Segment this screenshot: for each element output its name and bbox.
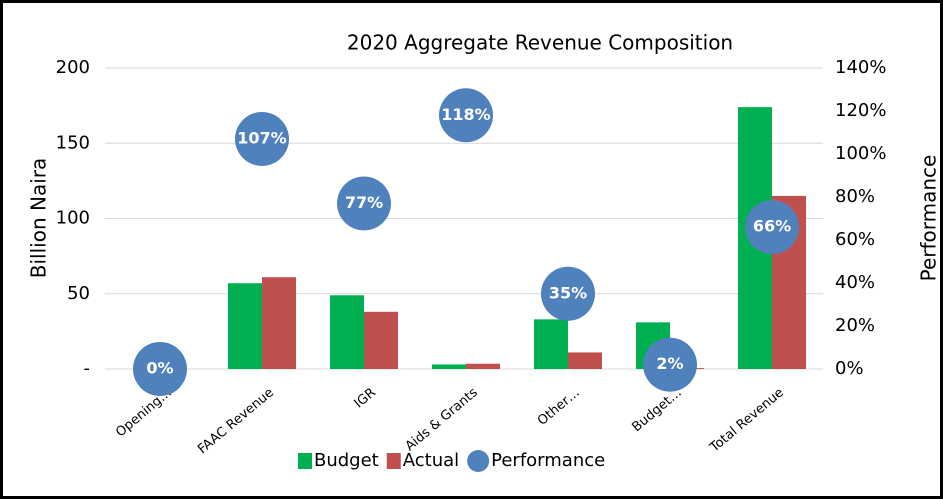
bar xyxy=(466,363,500,369)
bubble-label: 0% xyxy=(146,359,173,378)
bubble xyxy=(439,88,493,143)
legend-swatch xyxy=(386,453,401,469)
bubble xyxy=(745,200,799,255)
chart-title: 2020 Aggregate Revenue Composition xyxy=(347,31,733,55)
bar xyxy=(534,319,568,369)
bubble-label: 35% xyxy=(549,283,587,302)
y-tick-label: 100 xyxy=(56,208,90,229)
y-axis-label: Billion Naira xyxy=(27,158,51,278)
y2-tick-label: 40% xyxy=(835,272,875,293)
y2-axis-label: Performance xyxy=(917,155,941,282)
bubble-label: 77% xyxy=(345,193,383,212)
y2-tick-label: 20% xyxy=(835,315,875,336)
bar xyxy=(262,277,296,369)
y-tick-label: 50 xyxy=(67,283,90,304)
bubble xyxy=(133,342,187,396)
bubble xyxy=(643,337,697,392)
legend-label: Actual xyxy=(403,450,459,471)
y2-tick-label: 100% xyxy=(835,143,886,164)
y-tick-label: - xyxy=(84,358,91,379)
legend-swatch xyxy=(467,450,490,472)
legend-label: Performance xyxy=(491,450,605,471)
y2-tick-label: 140% xyxy=(835,57,886,78)
bar xyxy=(364,311,398,369)
legend-swatch xyxy=(298,453,312,469)
bubble xyxy=(337,176,391,231)
y2-tick-label: 120% xyxy=(835,100,886,121)
bar xyxy=(330,295,364,369)
bubble-label: 118% xyxy=(441,105,490,124)
bar xyxy=(228,283,262,369)
bubble xyxy=(235,111,289,166)
bubble xyxy=(541,266,595,321)
bar xyxy=(568,352,602,369)
bubble-label: 2% xyxy=(656,354,683,373)
y2-tick-label: 80% xyxy=(835,186,875,207)
legend-label: Budget xyxy=(314,450,379,471)
y2-tick-label: 0% xyxy=(835,358,864,379)
bubble-label: 66% xyxy=(753,217,791,236)
y2-tick-label: 60% xyxy=(835,229,875,250)
y-tick-label: 200 xyxy=(56,57,90,78)
bubble-label: 107% xyxy=(237,128,286,147)
bar xyxy=(432,364,466,369)
y-tick-label: 150 xyxy=(56,132,90,153)
